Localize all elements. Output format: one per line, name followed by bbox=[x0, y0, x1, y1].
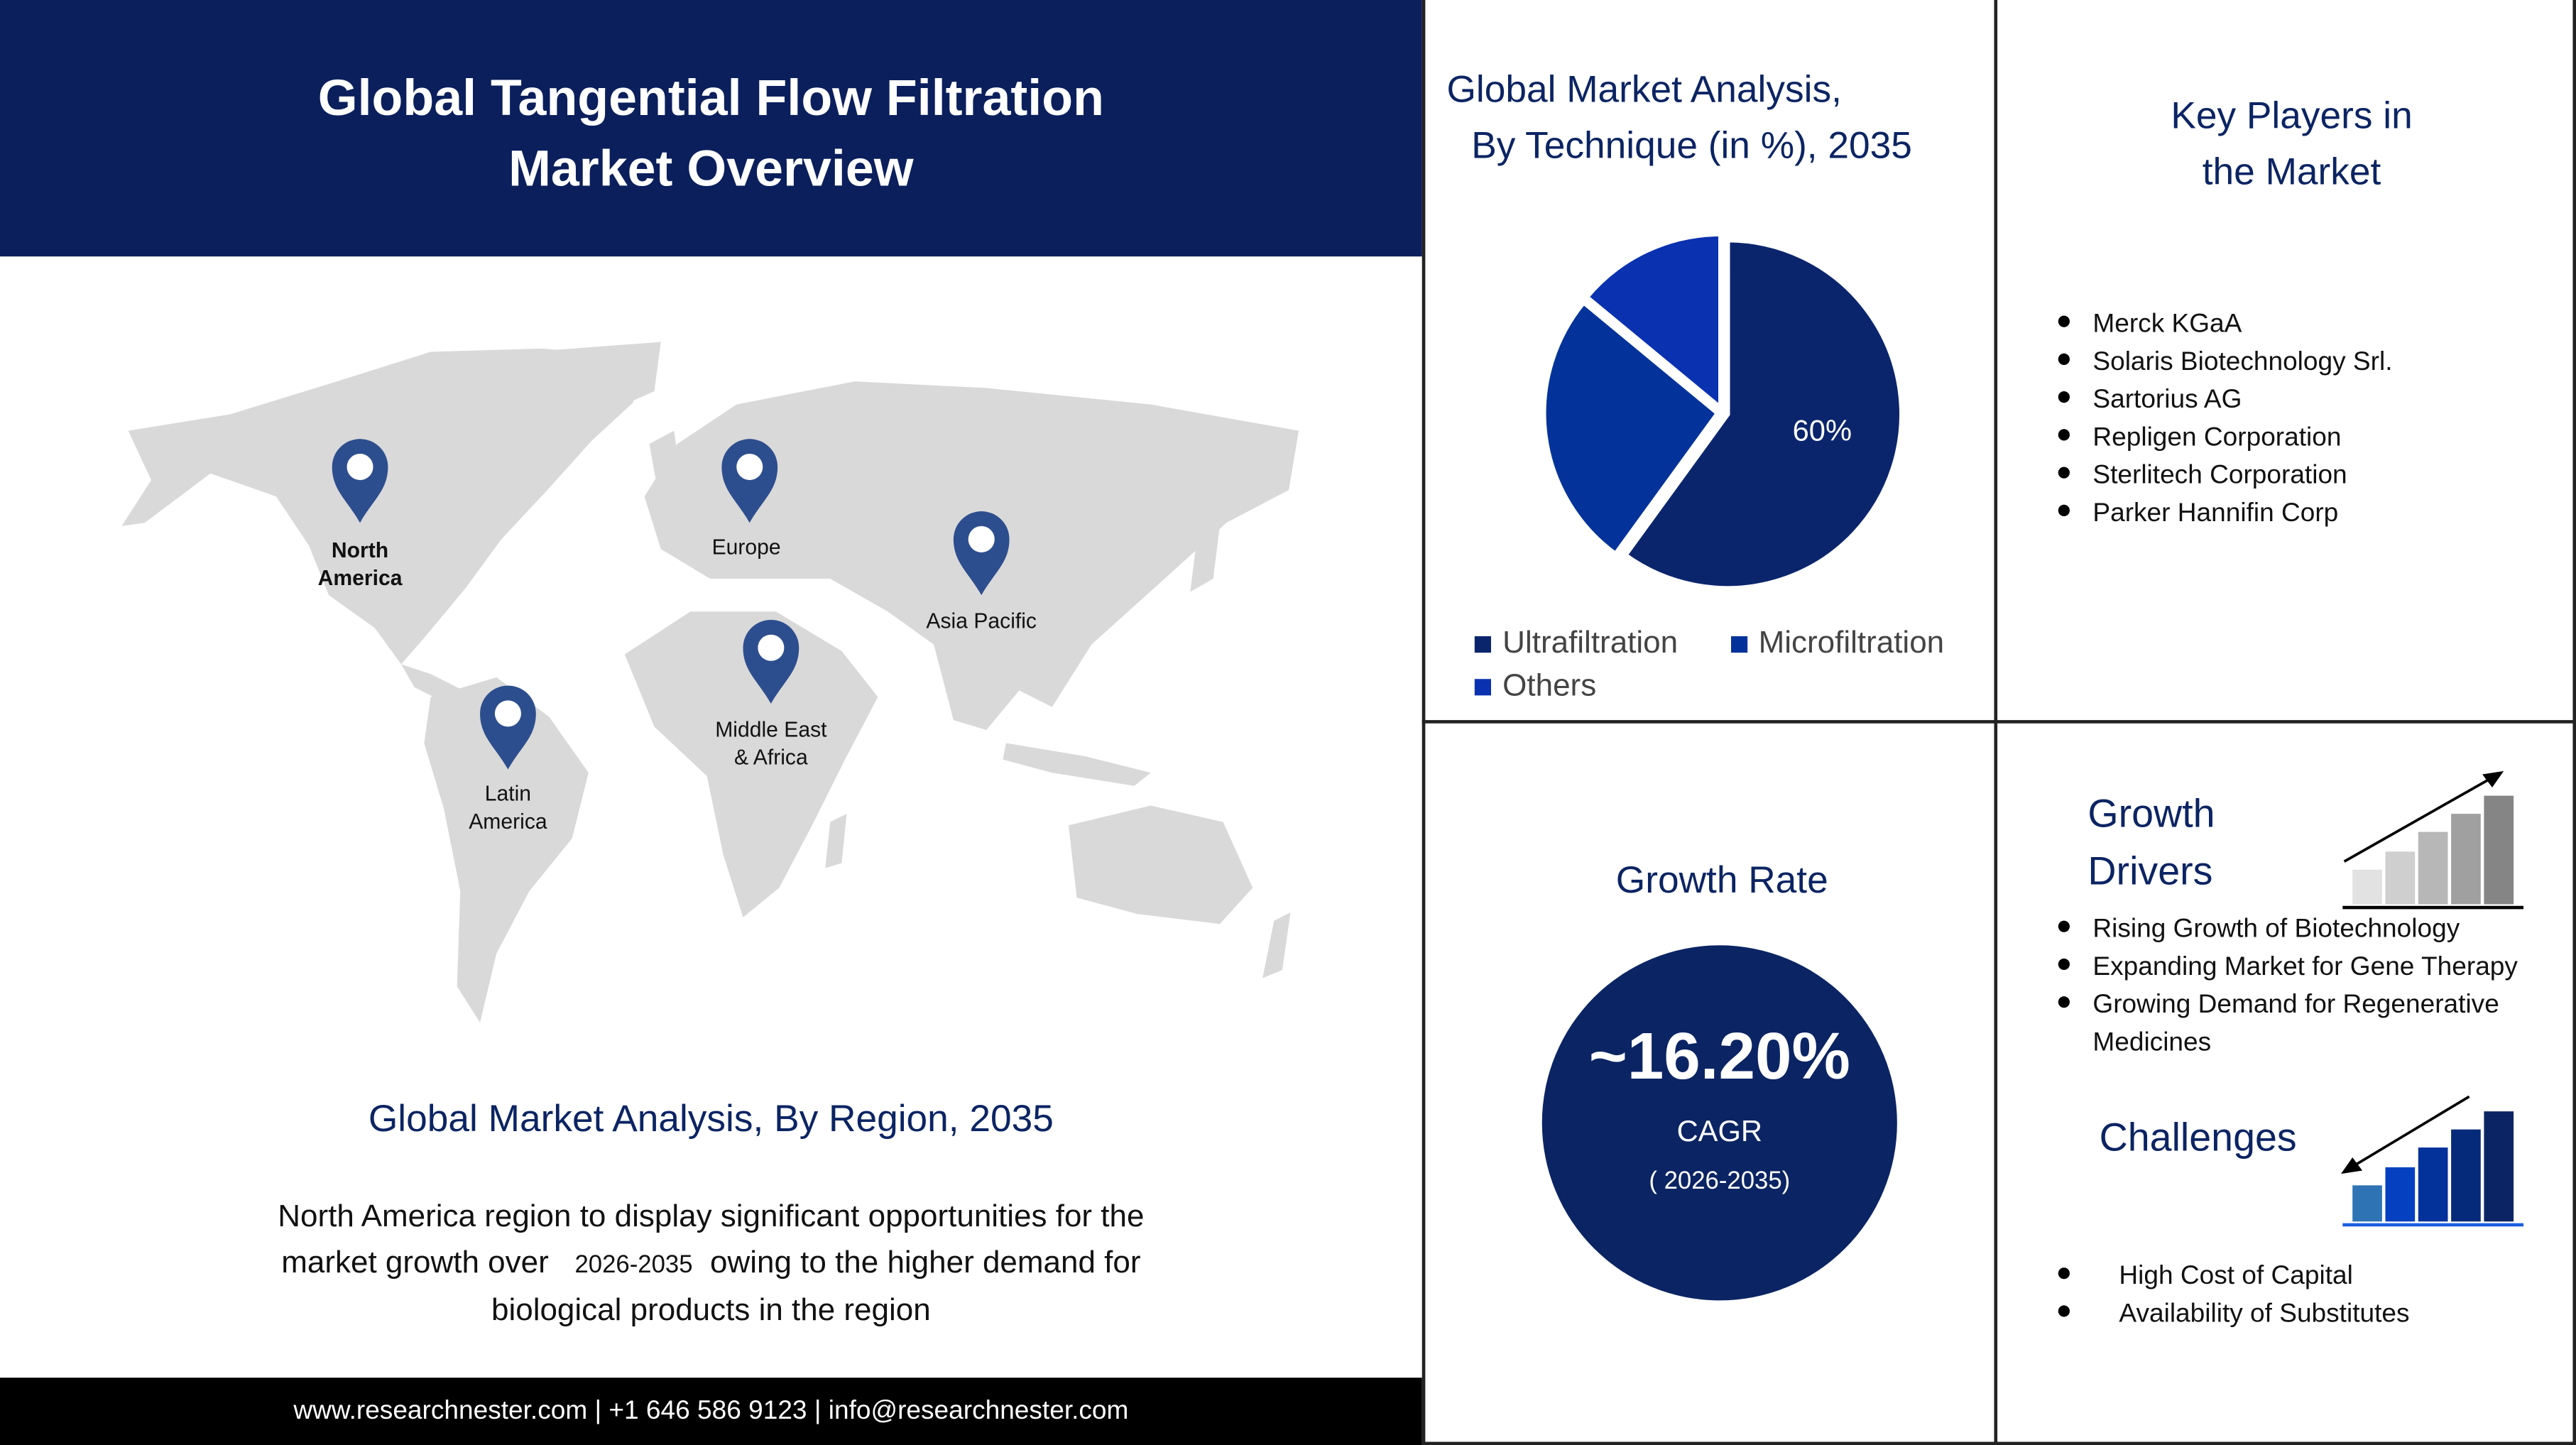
header-banner bbox=[0, 0, 1422, 257]
key-players-list: Merck KGaA Solaris Biotechnology Srl. Sa… bbox=[2058, 306, 2392, 533]
pin-middle-east-africa-icon bbox=[743, 619, 799, 704]
region-label-north-america: North America bbox=[317, 538, 403, 591]
legend-swatch bbox=[1474, 636, 1491, 653]
legend-others: Others bbox=[1474, 669, 2001, 705]
growth-drivers-list: Rising Growth of Biotechnology Expanding… bbox=[2058, 911, 2553, 1062]
pie-slice-microfiltration bbox=[1541, 298, 1722, 558]
growth-chart-icon bbox=[2342, 770, 2523, 910]
list-item: Expanding Market for Gene Therapy bbox=[2058, 949, 2553, 986]
title-line-2: Market Overview bbox=[508, 139, 914, 197]
legend-microfiltration: Microfiltration bbox=[1730, 626, 1944, 662]
cagr-period: ( 2026-2035) bbox=[1649, 1167, 1791, 1196]
technique-pie-chart: 60% bbox=[1541, 231, 1904, 591]
pin-north-america-icon bbox=[332, 439, 388, 523]
uk-shape bbox=[649, 430, 681, 490]
cagr-value: ~16.20% bbox=[1588, 1020, 1850, 1094]
region-analysis-title: Global Market Analysis, By Region, 2035 bbox=[368, 1096, 1054, 1140]
divider bbox=[1421, 720, 2576, 723]
region-label-middle-east-africa: Middle East & Africa bbox=[715, 716, 827, 770]
greenland-shape bbox=[529, 342, 661, 418]
list-item: Repligen Corporation bbox=[2058, 419, 2392, 457]
list-item: Solaris Biotechnology Srl. bbox=[2058, 344, 2392, 381]
pin-latin-america-icon bbox=[480, 685, 536, 770]
list-item: Availability of Substitutes bbox=[2058, 1295, 2410, 1333]
challenges-title: Challenges bbox=[2099, 1116, 2297, 1161]
map-pins bbox=[332, 439, 1010, 770]
growth-rate-title: Growth Rate bbox=[1615, 858, 1828, 901]
africa-shape bbox=[624, 611, 878, 917]
list-item: Rising Growth of Biotechnology bbox=[2058, 911, 2553, 949]
technique-title: Global Market Analysis, By Technique (in… bbox=[1446, 67, 1912, 166]
divider bbox=[2572, 0, 2575, 1445]
list-item: Merck KGaA bbox=[2058, 306, 2392, 344]
japan-shape bbox=[1190, 525, 1220, 592]
list-item: High Cost of Capital bbox=[2058, 1258, 2409, 1295]
madagascar-shape bbox=[825, 814, 847, 868]
pie-slice-ultrafiltration bbox=[1621, 237, 1904, 591]
title-line-1: Global Tangential Flow Filtration bbox=[317, 69, 1104, 127]
pin-europe-icon bbox=[721, 439, 778, 523]
challenges-list: High Cost of Capital Availability of Sub… bbox=[2058, 1258, 2410, 1334]
islands-shape bbox=[1003, 743, 1151, 786]
pie-data-label: 60% bbox=[1793, 414, 1852, 447]
region-label-asia-pacific: Asia Pacific bbox=[926, 608, 1037, 633]
australia-shape bbox=[1068, 805, 1253, 925]
north-america-shape bbox=[121, 348, 645, 665]
cagr-label: CAGR bbox=[1676, 1114, 1763, 1148]
divider bbox=[1421, 1441, 2576, 1444]
south-america-shape bbox=[424, 677, 589, 1023]
pie-slice-others bbox=[1583, 231, 1723, 414]
list-item: Growing Demand for Regenerative Medicine… bbox=[2058, 986, 2553, 1062]
list-item: Sartorius AG bbox=[2058, 381, 2392, 419]
pie-legend: Ultrafiltration Microfiltration Others bbox=[1474, 626, 2001, 705]
legend-swatch bbox=[1474, 679, 1491, 696]
footer-contact: www.researchnester.com | +1 646 586 9123… bbox=[0, 1378, 1422, 1445]
key-players-title: Key Players in the Market bbox=[2171, 93, 2413, 192]
challenges-chart-icon bbox=[2340, 1095, 2523, 1227]
list-item: Sterlitech Corporation bbox=[2058, 457, 2392, 495]
region-description: North America region to display signific… bbox=[278, 1200, 1145, 1329]
pin-asia-pacific-icon bbox=[953, 511, 1010, 596]
cagr-circle: ~16.20% CAGR ( 2026-2035) bbox=[1541, 945, 1897, 1301]
world-map bbox=[121, 342, 1299, 1023]
page-title: Global Tangential Flow Filtration Market… bbox=[0, 62, 1422, 204]
growth-drivers-title: Growth Drivers bbox=[2087, 792, 2215, 895]
new-zealand-shape bbox=[1262, 912, 1291, 978]
list-item: Parker Hannifin Corp bbox=[2058, 495, 2392, 533]
region-label-europe: Europe bbox=[711, 534, 781, 560]
legend-ultrafiltration: Ultrafiltration bbox=[1474, 626, 1678, 662]
region-label-latin-america: Latin America bbox=[469, 780, 547, 834]
legend-swatch bbox=[1730, 636, 1747, 653]
